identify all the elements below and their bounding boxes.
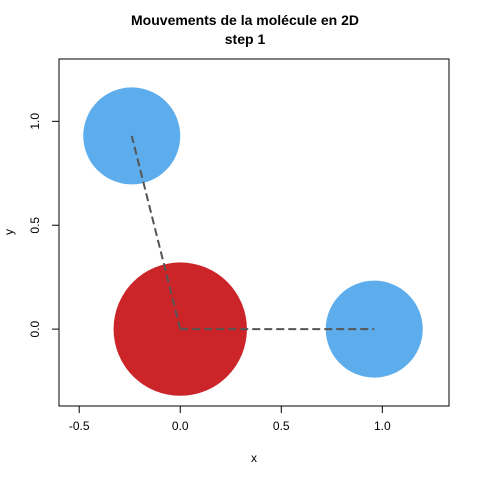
x-tick-label: 1.0: [374, 419, 391, 433]
x-tick-label: 0.0: [172, 419, 189, 433]
chart-title: Mouvements de la molécule en 2D: [131, 12, 359, 28]
chart-subtitle: step 1: [225, 31, 266, 47]
x-axis: -0.5 0.0 0.5 1.0: [69, 405, 391, 433]
y-axis-label: y: [2, 229, 16, 235]
y-tick-label: 0.5: [28, 217, 42, 234]
y-axis: 0.0 0.5 1.0: [28, 113, 60, 337]
y-tick-label: 0.0: [28, 320, 42, 337]
x-axis-label: x: [251, 451, 257, 465]
y-tick-label: 1.0: [28, 113, 42, 130]
x-tick-label: 0.5: [273, 419, 290, 433]
x-tick-label: -0.5: [69, 419, 90, 433]
plot-content: [83, 87, 423, 396]
bond-1: [130, 135, 182, 330]
